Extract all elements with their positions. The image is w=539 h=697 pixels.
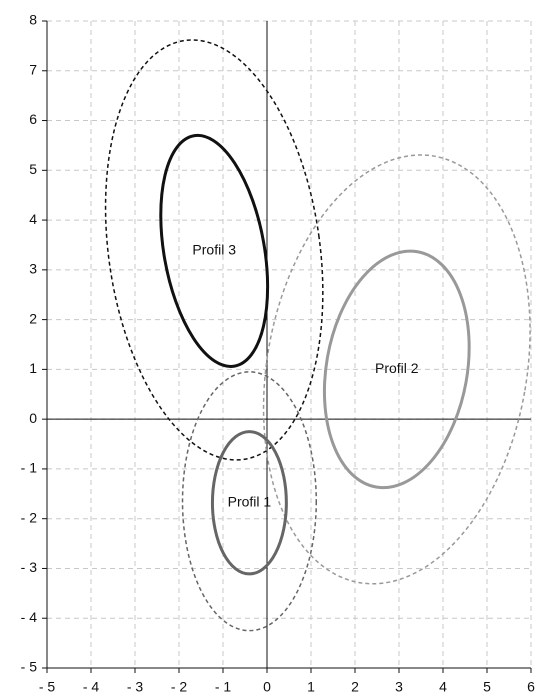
x-tick-label: - 4 — [83, 679, 100, 695]
y-tick-label: - 5 — [21, 659, 38, 675]
y-tick-label: 3 — [29, 261, 37, 277]
x-tick-label: - 5 — [39, 679, 56, 695]
profile-inner-ellipse — [322, 249, 471, 490]
y-tick-label: 0 — [29, 410, 37, 426]
profile-outer-ellipse — [181, 371, 318, 632]
x-tick-label: 2 — [351, 679, 359, 695]
x-tick-label: - 2 — [171, 679, 188, 695]
profile-label: Profil 3 — [192, 242, 236, 258]
y-tick-label: 1 — [29, 360, 37, 376]
profile-outer-ellipse — [262, 154, 531, 585]
y-tick-label: 5 — [29, 161, 37, 177]
profile-label: Profil 1 — [228, 493, 272, 509]
profile-label: Profil 2 — [375, 360, 419, 376]
x-tick-label: 6 — [527, 679, 535, 695]
x-tick-label: - 3 — [127, 679, 144, 695]
y-tick-label: - 2 — [21, 509, 38, 525]
y-tick-label: 2 — [29, 310, 37, 326]
y-tick-label: 7 — [29, 61, 37, 77]
x-tick-label: 1 — [307, 679, 315, 695]
y-tick-label: 4 — [29, 211, 37, 227]
y-tick-label: 8 — [29, 12, 37, 28]
y-tick-label: 6 — [29, 111, 37, 127]
x-tick-label: 3 — [395, 679, 403, 695]
profile-inner-ellipse — [159, 133, 270, 368]
x-tick-label: - 1 — [215, 679, 232, 695]
x-tick-label: 0 — [263, 679, 271, 695]
x-tick-label: 5 — [483, 679, 491, 695]
y-tick-label: - 3 — [21, 559, 38, 575]
profile-inner-ellipse — [210, 430, 288, 576]
profile-outer-ellipse — [104, 39, 324, 461]
y-tick-label: - 1 — [21, 460, 38, 476]
x-tick-label: 4 — [439, 679, 447, 695]
y-tick-label: - 4 — [21, 609, 38, 625]
